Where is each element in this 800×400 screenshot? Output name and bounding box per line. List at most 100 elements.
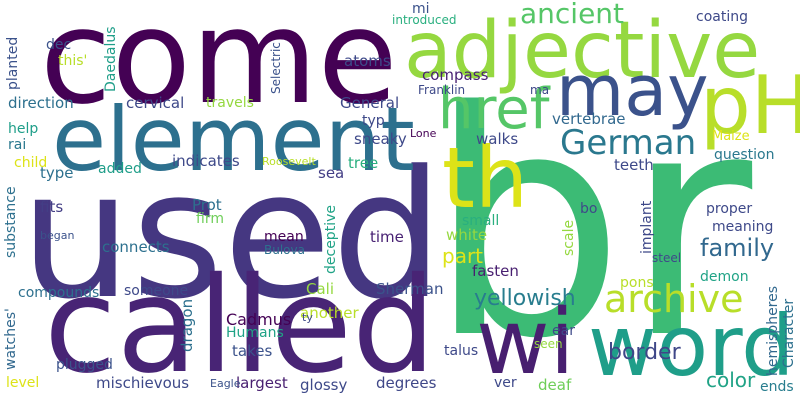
word-someone: someone [124,283,189,299]
word-wi: wi [476,290,575,395]
word-substance: substance [3,186,19,258]
word-ear: ear [552,323,575,339]
word-Roosevelt: Roosevelt [262,155,316,168]
word-adjective: adjective [404,6,761,96]
word-mean: mean [264,229,304,245]
word-rai: rai [8,137,27,153]
word-Bulova: Bulova [264,243,305,257]
word-Cali: Cali [306,280,335,298]
word-Selectric: Selectric [269,42,283,94]
word-ancient: ancient [520,0,625,30]
word-mi: mi [412,1,430,17]
word-teeth: teeth [614,156,654,174]
word-time: time [370,228,404,246]
word-demon: demon [700,269,749,285]
word-Franklin: Franklin [418,83,466,97]
word-planted: planted [5,36,21,90]
word-added: added [98,161,142,177]
word-proper: proper [706,201,753,217]
word-called: called [44,249,436,400]
word-type: type [40,164,74,182]
word-Prot: Prot [192,196,222,214]
word-firm: firm [196,211,224,227]
word-hemispheres: hemispheres [765,285,781,376]
word-Character: Character [781,298,797,368]
word-typ: typ [362,113,385,129]
word-used: used [20,133,444,338]
word-sneaky: sneaky [354,130,407,148]
word-word: word [588,297,795,395]
word-fasten: fasten [472,262,519,280]
word-Cadmus: Cadmus [226,310,292,329]
word-ver: ver [494,375,517,391]
word-may: may [556,50,709,132]
word-child: child [14,155,48,171]
word-help: help [8,121,39,137]
word-introduced: introduced [392,13,457,27]
word-direction: direction [8,94,74,112]
word-come: come [40,0,398,133]
word-bo: bo [580,201,598,217]
word-takes: takes [232,342,273,360]
word-implant: implant [639,200,655,254]
word-ends: ends [760,379,794,395]
word-ty: ty [302,311,313,324]
word-sea: sea [318,164,345,182]
word-level: level [6,375,40,391]
word-plugged: plugged [56,357,113,373]
word-dec: dec [46,37,72,53]
word-coating: coating [696,9,748,25]
word-Daedalus: Daedalus [103,26,119,93]
word-small: small [462,213,500,229]
word-Eagle: Eagle [210,377,241,390]
word-seen: seen [534,337,563,351]
word-steel: steel [652,251,682,265]
word-watches: watches' [3,308,19,370]
word-archive: archive [604,277,744,321]
word-yellowish: yellowish [474,286,576,311]
word-pons: pons [620,275,654,291]
word-another: another [300,304,359,322]
word-deceptive: deceptive [323,205,339,274]
word-color: color [706,368,756,392]
word-Lone: Lone [410,127,437,140]
word-glossy: glossy [300,376,348,394]
word-walks: walks [476,130,519,148]
word-br: br [428,46,753,400]
word-deaf: deaf [538,376,572,394]
word-mischievous: mischievous [96,374,190,392]
word-travels: travels [206,95,254,111]
word-th: th [442,129,529,227]
word-white: white [446,226,488,244]
word-part: part [442,244,484,268]
word-Humans: Humans [226,325,284,341]
word-cervical: cervical [126,94,185,112]
word-fits: fits [40,198,64,216]
word-meaning: meaning [712,219,774,235]
word-scale: scale [561,219,577,256]
word-question: question [714,147,775,163]
word-General: General [340,94,400,112]
word-compass: compass [422,66,489,84]
word-Sherman: Sherman [376,280,444,298]
word-ma: ma [530,83,550,97]
word-talus: talus [444,343,479,359]
word-degrees: degrees [376,374,437,392]
word-German: German [560,123,697,163]
word-dragon: dragon [178,298,196,352]
word-compounds: compounds [18,285,100,301]
word-connects: connects [102,238,170,256]
word-href: href [438,77,550,142]
word-vertebrae: vertebrae [552,110,626,128]
word-began: began [40,229,75,242]
word-Maize: Maize [712,129,750,144]
word-this: this' [58,53,88,69]
word-tree: tree [348,154,379,172]
word-atoms: atoms [344,52,391,70]
word-largest: largest [236,374,288,392]
word-pH: pH [700,59,800,152]
word-element: element [52,88,415,191]
word-indicates: indicates [172,152,240,170]
word-border: border [608,340,681,365]
